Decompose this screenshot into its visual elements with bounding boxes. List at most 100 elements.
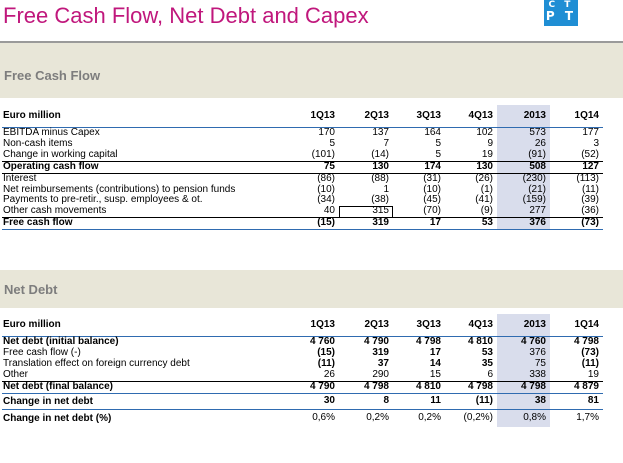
table-row: Operating cash flow 75 130 174 130 508 1… — [2, 160, 603, 174]
cell: 11 — [393, 392, 445, 410]
fcf-section-title: Free Cash Flow — [4, 68, 101, 83]
cell: 174 — [393, 160, 445, 174]
row-label: Free cash flow — [2, 217, 260, 231]
cell: (101) — [311, 148, 335, 160]
cell: 0,2% — [339, 408, 393, 427]
cell: 4 798 — [339, 380, 393, 394]
nd-section-title: Net Debt — [4, 282, 58, 297]
nd-header-1q13: 1Q13 — [310, 319, 335, 330]
cell: (73) — [581, 346, 599, 358]
table-row: Change in net debt 30 8 11 (11) 38 81 — [2, 392, 603, 410]
fcf-header-2013: 2013 — [497, 105, 550, 128]
row-label: Payments to pre-retir., susp. employees … — [3, 194, 203, 206]
cell: 102 — [445, 126, 497, 139]
cell: (10) — [317, 183, 335, 195]
cell: 3 — [593, 137, 599, 149]
fcf-header-1q13: 1Q13 — [310, 110, 335, 121]
cell: 5 — [329, 137, 335, 149]
cell: 75 — [260, 160, 339, 174]
table-row: Change in net debt (%) 0,6% 0,2% 0,2% (0… — [2, 408, 603, 427]
cell: (0,2%) — [445, 408, 497, 427]
cell: 6 — [487, 368, 493, 380]
cell: (230) — [497, 172, 550, 185]
cell: 4 790 — [339, 335, 393, 348]
table-row: Translation effect on foreign currency d… — [2, 357, 603, 370]
logo-row-2: P T — [545, 9, 577, 23]
cell: 17 — [429, 346, 441, 358]
cell: (15) — [317, 346, 335, 358]
header-rule — [0, 41, 623, 43]
nd-header-4q13: 4Q13 — [468, 319, 493, 330]
cell: 53 — [481, 346, 493, 358]
cell: (14) — [371, 148, 389, 160]
cell: (159) — [497, 195, 550, 207]
cell: (38) — [371, 194, 389, 206]
cell: 277 — [497, 205, 550, 218]
cell: 26 — [323, 368, 335, 380]
cell: (39) — [581, 194, 599, 206]
cell: 40 — [323, 205, 335, 217]
row-label: Net debt (final balance) — [2, 380, 260, 394]
table-row: Net reimbursements (contributions) to pe… — [2, 183, 603, 196]
cell: (36) — [581, 205, 599, 217]
cell: 4 798 — [393, 335, 445, 348]
cell: (26) — [445, 172, 497, 185]
table-row: Other 26 290 15 6 338 19 — [2, 368, 603, 382]
nd-header-2q13: 2Q13 — [364, 319, 389, 330]
cell: 14 — [429, 357, 441, 369]
cell: (45) — [423, 194, 441, 206]
row-label: Net reimbursements (contributions) to pe… — [3, 183, 236, 195]
table-row: Free cash flow (15) 319 17 53 376 (73) — [2, 217, 603, 231]
fcf-header-3q13: 3Q13 — [416, 110, 441, 121]
table-row: Interest (86) (88) (31) (26) (230) (113) — [2, 172, 603, 185]
nd-header-row: Euro million 1Q13 2Q13 3Q13 4Q13 2013 1Q… — [2, 314, 603, 337]
cell: (11) — [581, 183, 599, 195]
cell: 4 810 — [445, 335, 497, 348]
cell: (11) — [445, 392, 497, 410]
cell: (31) — [393, 172, 445, 185]
cell: 170 — [260, 126, 339, 139]
cell: 508 — [497, 160, 550, 174]
cell: 1 — [383, 183, 389, 195]
cell: 4 760 — [260, 335, 339, 348]
cell: 15 — [429, 368, 441, 380]
table-row: EBITDA minus Capex 170 137 164 102 573 1… — [2, 126, 603, 139]
table-row: Payments to pre-retir., susp. employees … — [2, 194, 603, 207]
company-logo: C T P T — [544, 0, 578, 26]
fcf-table: Euro million 1Q13 2Q13 3Q13 4Q13 2013 1Q… — [2, 105, 603, 231]
cell: (91) — [497, 149, 550, 162]
cell: (11) — [317, 357, 335, 369]
cell: 81 — [550, 392, 603, 410]
nd-table: Euro million 1Q13 2Q13 3Q13 4Q13 2013 1Q… — [2, 314, 603, 427]
cell: 137 — [339, 126, 393, 139]
nd-section-band — [0, 270, 623, 308]
cell: 4 798 — [445, 380, 497, 394]
cell: 5 — [435, 148, 441, 160]
table-row: Change in working capital (101) (14) 5 1… — [2, 148, 603, 162]
cell: 7 — [383, 137, 389, 149]
cell: (15) — [260, 217, 339, 231]
row-label: Translation effect on foreign currency d… — [3, 357, 190, 369]
fcf-header-4q13: 4Q13 — [468, 110, 493, 121]
logo-row-1: C T — [548, 0, 574, 10]
table-row: Net debt (initial balance) 4 760 4 790 4… — [2, 335, 603, 348]
selected-cell[interactable]: 315 — [339, 205, 393, 218]
cell: (1) — [480, 183, 493, 195]
nd-header-1q14: 1Q14 — [574, 319, 599, 330]
cell: 338 — [497, 369, 550, 382]
cell: 130 — [339, 160, 393, 174]
cell: 573 — [497, 126, 550, 139]
row-label: Change in net debt (%) — [2, 408, 260, 427]
cell: 5 — [435, 137, 441, 149]
fcf-section-band — [0, 43, 623, 98]
cell: (70) — [423, 205, 441, 217]
row-label: Operating cash flow — [2, 160, 260, 174]
row-label: Net debt (initial balance) — [2, 335, 260, 348]
slide-title: Free Cash Flow, Net Debt and Capex — [3, 3, 369, 28]
cell: 9 — [487, 137, 493, 149]
cell: 75 — [497, 358, 550, 370]
fcf-header-2q13: 2Q13 — [364, 110, 389, 121]
cell: (21) — [497, 184, 550, 196]
cell: 0,2% — [393, 408, 445, 427]
cell: 26 — [497, 138, 550, 150]
